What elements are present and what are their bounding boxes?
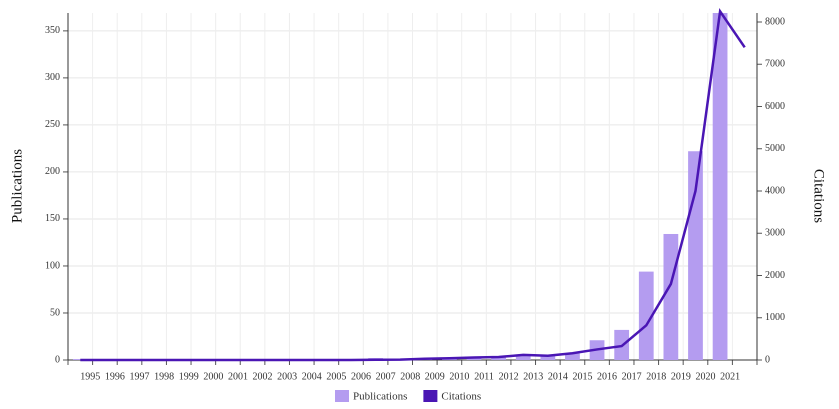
y-axis-title: Publications bbox=[9, 149, 25, 223]
y-tick-label: 50 bbox=[50, 307, 60, 318]
x-tick-label: 2010 bbox=[449, 371, 469, 382]
x-tick-label: 2018 bbox=[646, 371, 666, 382]
y2-tick-label: 6000 bbox=[765, 101, 785, 112]
x-tick-label: 2007 bbox=[376, 371, 396, 382]
line bbox=[80, 8, 746, 362]
x-tick-label: 1997 bbox=[130, 371, 150, 382]
bar bbox=[540, 355, 556, 360]
x-tick-label: 2006 bbox=[351, 371, 371, 382]
y2-tick-label: 1000 bbox=[765, 312, 785, 323]
x-tick-label: 2021 bbox=[720, 371, 740, 382]
y-tick-label: 350 bbox=[45, 25, 60, 36]
x-tick-label: 2016 bbox=[597, 371, 617, 382]
y2-tick-label: 5000 bbox=[765, 143, 785, 154]
x-tick-label: 1998 bbox=[154, 371, 174, 382]
x-tick-label: 2017 bbox=[622, 371, 642, 382]
bar bbox=[515, 355, 531, 360]
x-tick-label: 2003 bbox=[277, 371, 297, 382]
x-tick-label: 2002 bbox=[253, 371, 273, 382]
y-tick-label: 300 bbox=[45, 72, 60, 83]
y-tick-label: 0 bbox=[55, 354, 60, 365]
y2-tick-label: 7000 bbox=[765, 59, 785, 70]
y2-tick-label: 2000 bbox=[765, 270, 785, 281]
y2-tick-label: 4000 bbox=[765, 185, 785, 196]
bar bbox=[663, 233, 679, 360]
x-tick-label: 2013 bbox=[523, 371, 543, 382]
y-tick-label: 250 bbox=[45, 119, 60, 130]
x-tick-label: 2008 bbox=[400, 371, 420, 382]
x-tick-label: 2001 bbox=[228, 371, 248, 382]
legend-label: Publications bbox=[353, 391, 407, 403]
x-tick-label: 2000 bbox=[203, 371, 223, 382]
x-tick-label: 1995 bbox=[80, 371, 100, 382]
x-tick-label: 1999 bbox=[179, 371, 199, 382]
legend-swatch bbox=[423, 390, 438, 402]
y-tick-label: 150 bbox=[45, 213, 60, 224]
x-tick-label: 1996 bbox=[105, 371, 125, 382]
bar bbox=[565, 353, 580, 360]
x-tick-label: 2004 bbox=[302, 371, 322, 382]
y2-tick-label: 0 bbox=[765, 354, 770, 365]
y2-axis-title: Citations bbox=[811, 169, 827, 223]
legend-swatch bbox=[335, 390, 349, 402]
x-tick-label: 2020 bbox=[695, 371, 715, 382]
bar bbox=[638, 271, 654, 360]
x-tick-label: 2015 bbox=[572, 371, 592, 382]
x-tick-label: 2014 bbox=[548, 371, 568, 382]
x-tick-label: 2009 bbox=[425, 371, 445, 382]
bar bbox=[712, 13, 728, 360]
x-tick-label: 2005 bbox=[326, 371, 346, 382]
y-tick-label: 100 bbox=[45, 260, 60, 271]
bar bbox=[491, 357, 507, 360]
y2-tick-label: 8000 bbox=[765, 16, 785, 27]
legend-label: Citations bbox=[441, 391, 481, 403]
y2-tick-label: 3000 bbox=[765, 228, 785, 239]
x-tick-label: 2011 bbox=[474, 371, 494, 382]
y-tick-label: 200 bbox=[45, 166, 60, 177]
x-tick-label: 2012 bbox=[499, 371, 519, 382]
x-tick-label: 2019 bbox=[671, 371, 691, 382]
